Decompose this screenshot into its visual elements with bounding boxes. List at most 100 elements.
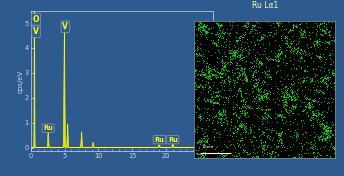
Point — [243, 31, 248, 34]
Point — [301, 77, 307, 80]
Point — [298, 53, 303, 56]
Point — [255, 156, 261, 159]
Point — [262, 33, 268, 36]
Point — [198, 21, 204, 24]
Point — [198, 143, 203, 145]
Point — [284, 93, 290, 96]
Point — [227, 133, 233, 136]
Point — [236, 88, 241, 91]
Point — [255, 20, 261, 23]
Point — [216, 27, 222, 30]
Point — [300, 133, 305, 136]
Point — [233, 115, 238, 117]
Point — [294, 49, 300, 52]
Point — [204, 146, 210, 149]
Point — [256, 65, 262, 68]
Point — [287, 28, 293, 31]
Point — [230, 131, 236, 134]
Point — [262, 140, 267, 142]
Point — [259, 97, 265, 100]
Point — [235, 42, 240, 44]
Point — [311, 42, 316, 45]
Point — [288, 59, 293, 62]
Point — [261, 70, 267, 72]
Point — [262, 108, 267, 111]
Point — [241, 114, 246, 117]
Point — [322, 128, 328, 131]
Point — [249, 69, 254, 72]
Point — [207, 101, 213, 103]
Point — [232, 52, 237, 55]
Point — [255, 32, 260, 35]
Point — [203, 99, 209, 102]
Point — [246, 21, 251, 24]
Point — [213, 131, 219, 134]
Point — [299, 48, 304, 50]
Point — [208, 100, 213, 103]
Point — [218, 122, 224, 125]
Point — [238, 74, 243, 77]
Point — [311, 89, 317, 92]
Point — [230, 108, 236, 111]
Point — [214, 130, 219, 133]
Point — [196, 70, 202, 73]
Point — [207, 75, 213, 78]
Point — [261, 52, 266, 55]
Point — [259, 115, 265, 118]
Point — [258, 91, 263, 93]
Point — [316, 25, 322, 28]
Point — [208, 151, 214, 154]
Point — [228, 52, 233, 55]
Point — [320, 92, 326, 95]
Point — [286, 44, 291, 47]
Point — [306, 105, 312, 108]
Point — [259, 35, 264, 38]
Point — [279, 119, 285, 122]
Point — [308, 37, 313, 40]
Point — [219, 78, 225, 81]
Point — [297, 82, 302, 85]
Point — [282, 103, 287, 106]
Point — [241, 71, 246, 74]
Point — [254, 38, 259, 41]
Point — [320, 116, 326, 119]
Point — [291, 49, 297, 52]
Point — [298, 36, 303, 38]
Point — [277, 139, 282, 142]
Point — [200, 143, 206, 145]
Point — [197, 140, 202, 143]
Point — [243, 76, 248, 78]
Point — [235, 77, 240, 79]
Point — [319, 29, 324, 31]
Point — [322, 129, 327, 132]
Point — [234, 128, 240, 130]
Point — [239, 139, 245, 142]
Point — [227, 31, 233, 34]
Point — [278, 140, 284, 143]
Point — [325, 100, 331, 103]
Point — [284, 104, 290, 106]
Point — [284, 36, 290, 39]
Point — [196, 86, 202, 89]
Point — [243, 59, 249, 62]
Point — [202, 141, 207, 144]
Point — [201, 156, 206, 158]
Point — [251, 96, 257, 99]
Point — [222, 113, 227, 116]
Point — [225, 101, 230, 103]
Point — [257, 61, 263, 64]
Point — [314, 24, 320, 27]
Point — [249, 26, 255, 29]
Point — [331, 39, 336, 42]
Point — [288, 135, 293, 138]
Point — [227, 77, 233, 80]
Point — [308, 56, 313, 59]
Point — [277, 135, 282, 138]
Point — [254, 39, 260, 41]
Point — [289, 89, 294, 92]
Point — [199, 153, 204, 156]
Point — [195, 98, 200, 100]
Point — [318, 69, 323, 72]
Point — [243, 77, 249, 80]
Point — [322, 145, 327, 148]
